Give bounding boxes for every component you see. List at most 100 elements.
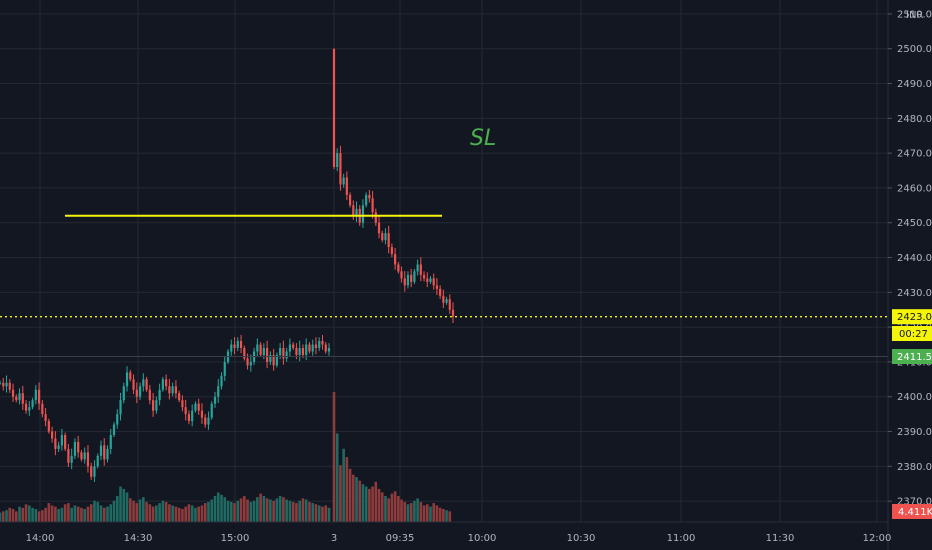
current-price-tag [892, 309, 932, 325]
volume-bar [272, 500, 275, 522]
volume-bar [70, 507, 73, 522]
candle-body [285, 351, 288, 359]
volume-bar [213, 496, 217, 522]
volume-bar [239, 498, 243, 522]
volume-bar [413, 500, 416, 522]
volume-bar [358, 480, 362, 522]
volume-bar [317, 505, 321, 522]
volume-bar [109, 504, 113, 522]
candle-body [272, 354, 275, 366]
time-axis[interactable]: 14:00 14:30 15:00 3 09:35 10:00 10:30 11:00 11:3… [0, 521, 892, 544]
volume-bar [57, 509, 60, 522]
candle-body [34, 389, 37, 401]
candle-body [112, 424, 116, 435]
volume-bar [332, 392, 336, 522]
candle-body [308, 344, 311, 352]
volume-bar [259, 493, 262, 522]
time-tick-label: 12:00 [863, 533, 892, 544]
candle-body [119, 400, 122, 415]
volume-bar [368, 488, 371, 522]
candle-body [200, 410, 204, 418]
time-tick-label: 14:30 [124, 533, 153, 544]
volume-bar [1, 511, 5, 522]
volume-bar [387, 498, 390, 522]
volume-bar [171, 505, 174, 522]
volume-bar [181, 509, 184, 522]
last-price-value: 2411.55 [897, 352, 932, 363]
volume-bar [190, 505, 194, 522]
candle-body [151, 400, 155, 411]
volume-bar [229, 501, 233, 522]
candle-body [47, 421, 50, 432]
time-tick-label: 3 [331, 533, 337, 544]
volume-bar [138, 499, 142, 522]
candle-body [41, 403, 44, 415]
candle-body [83, 452, 86, 460]
volume-bar [174, 506, 178, 522]
volume-bar [243, 496, 246, 522]
candle-body [243, 348, 246, 359]
volume-bar [67, 503, 70, 522]
countdown-value: 00:27 [899, 329, 928, 340]
volume-bar [314, 504, 318, 522]
candle-body [410, 274, 413, 282]
volume-bar [73, 505, 77, 522]
candle-body [51, 431, 54, 439]
volume-bar [265, 498, 269, 522]
candle-body [70, 455, 73, 463]
candle-body [171, 386, 174, 394]
volume-bar [278, 496, 282, 522]
volume-bar [5, 510, 8, 522]
candle-body [145, 379, 148, 390]
candle-body [348, 194, 352, 206]
chart-overlays: SL [0, 126, 888, 358]
candle-body [256, 344, 259, 352]
sl-annotation[interactable]: SL [470, 126, 496, 151]
volume-bar [448, 511, 452, 522]
candle-body [342, 177, 345, 185]
volume-bar [177, 507, 181, 522]
candle-body [448, 299, 451, 310]
price-tick-label: 2440.00 [897, 253, 932, 264]
price-tick-label: 2390.00 [897, 427, 932, 438]
candle-body [116, 414, 119, 425]
volume-bar [275, 498, 279, 522]
candle-body [191, 410, 194, 422]
volume-bar [11, 509, 15, 522]
candle-body [445, 299, 448, 303]
candle-body [435, 285, 439, 289]
candle-body [332, 48, 336, 168]
volume-bar [24, 504, 28, 522]
volume-bar [348, 468, 352, 522]
volume-bar [83, 509, 86, 522]
candle-body [406, 274, 410, 286]
volume-bar [18, 506, 21, 522]
candle-body [93, 466, 96, 477]
time-tick-label: 15:00 [221, 533, 250, 544]
candle-body [432, 278, 435, 286]
volume-bar [203, 503, 207, 522]
current-price-value: 2423.00 [897, 312, 932, 323]
candle-body [230, 344, 233, 352]
candle-body [106, 448, 109, 460]
candle-body [60, 435, 63, 446]
candle-body [336, 153, 339, 168]
volume-tag [892, 504, 932, 519]
volume-bar [194, 507, 197, 522]
candle-body [429, 278, 432, 282]
candle-body [67, 448, 70, 463]
candle-body [135, 389, 138, 397]
volume-bar [44, 507, 47, 522]
candle-body [377, 222, 381, 234]
candle-body [288, 344, 292, 352]
candle-body [327, 348, 331, 352]
time-tick-label: 09:35 [386, 533, 415, 544]
volume-bar [47, 503, 51, 522]
volume-bar [50, 505, 54, 522]
candle-body [184, 407, 187, 415]
volume-bar [197, 506, 201, 522]
candle-body [174, 386, 178, 394]
volume-bar [308, 501, 311, 522]
candle-body [279, 348, 282, 355]
